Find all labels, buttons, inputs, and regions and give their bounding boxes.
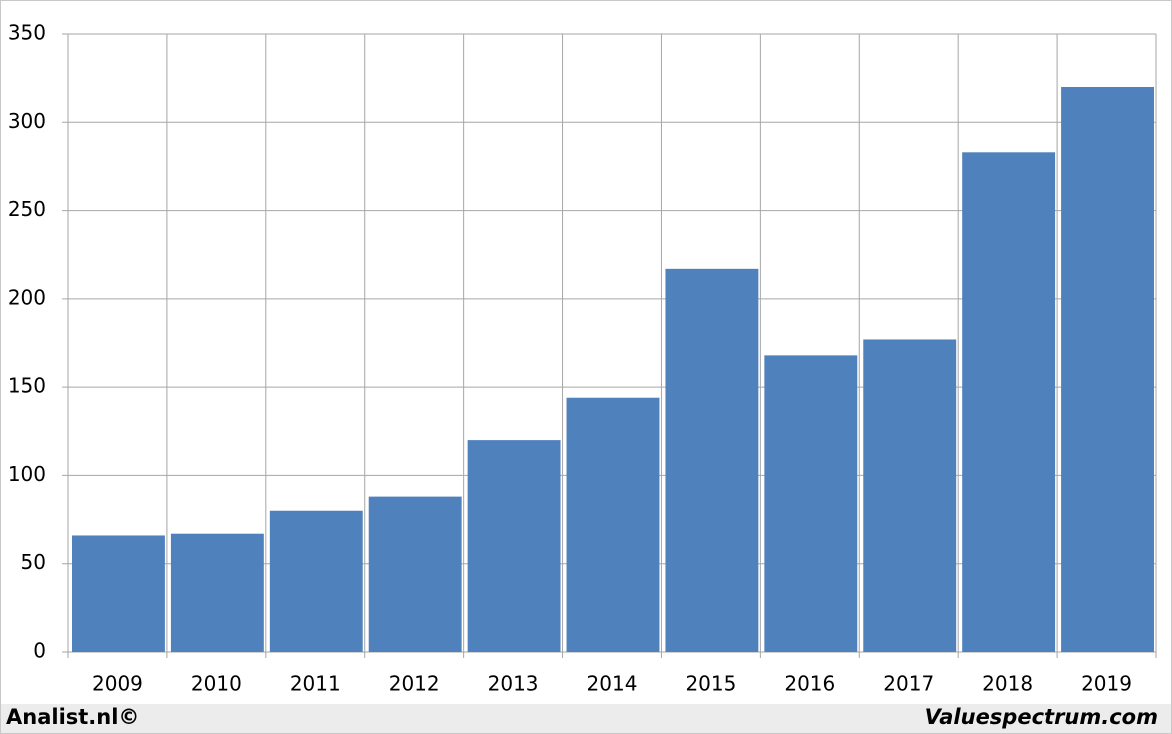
x-tick-label: 2011 (290, 672, 341, 696)
y-tick-label: 350 (8, 21, 46, 45)
footer-right: Valuespectrum.com (925, 705, 1158, 729)
x-tick-label: 2014 (587, 672, 638, 696)
bar (764, 355, 858, 652)
y-tick-label: 250 (8, 197, 46, 221)
bar (170, 533, 264, 652)
x-tick-label: 2012 (389, 672, 440, 696)
x-tick-label: 2009 (92, 672, 143, 696)
bar (665, 268, 759, 652)
bar (467, 440, 561, 652)
bar (368, 496, 462, 652)
y-tick-label: 50 (21, 550, 46, 574)
footer-left: Analist.nl© (6, 705, 139, 729)
y-tick-label: 150 (8, 374, 46, 398)
bar (962, 152, 1056, 652)
bar (863, 339, 957, 652)
x-tick-label: 2015 (685, 672, 736, 696)
x-tick-label: 2010 (191, 672, 242, 696)
x-tick-label: 2017 (883, 672, 934, 696)
bar (269, 510, 363, 652)
y-tick-label: 100 (8, 462, 46, 486)
bar (72, 535, 165, 652)
y-tick-label: 300 (8, 109, 46, 133)
x-tick-label: 2019 (1081, 672, 1132, 696)
footer-band (1, 704, 1171, 733)
bar (566, 397, 660, 652)
y-tick-label: 0 (33, 639, 46, 663)
x-tick-label: 2013 (488, 672, 539, 696)
y-tick-label: 200 (8, 285, 46, 309)
x-tick-label: 2016 (784, 672, 835, 696)
x-tick-label: 2018 (982, 672, 1033, 696)
bar (1061, 86, 1154, 652)
